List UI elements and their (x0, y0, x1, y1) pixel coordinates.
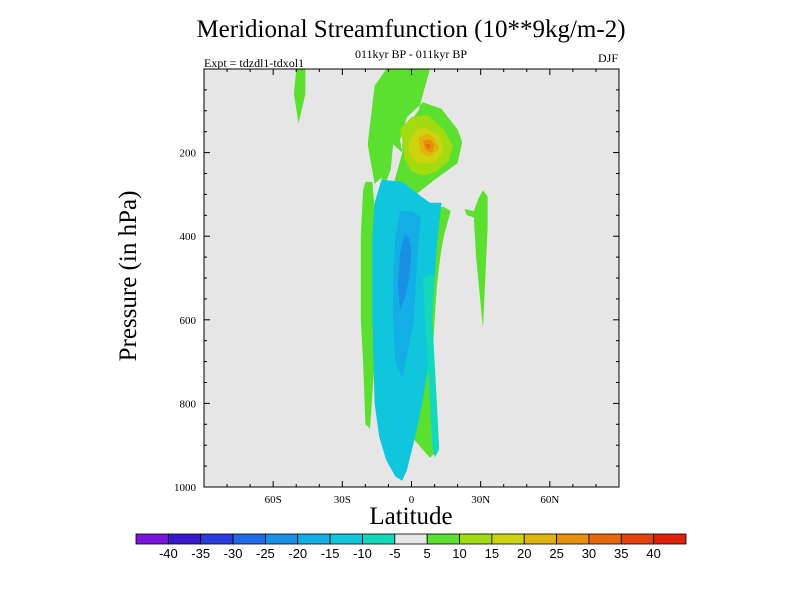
colorbar-label: -10 (353, 546, 372, 561)
y-tick-label: 800 (180, 398, 197, 410)
x-axis-label: Latitude (369, 503, 453, 530)
x-tick-label: 0 (409, 494, 415, 506)
colorbar-box (491, 533, 525, 545)
contour-fills (293, 69, 488, 481)
colorbar-box (200, 533, 234, 545)
colorbar-box (135, 533, 169, 545)
chart-title: Meridional Streamfunction (10**9kg/m-2) (196, 16, 626, 43)
contour-region-1 (293, 69, 306, 124)
colorbar-box (167, 533, 202, 545)
colorbar-box (556, 533, 590, 545)
x-tick-label: 60S (265, 494, 282, 506)
colorbar-label: -20 (288, 546, 307, 561)
chart-subtitle: 011kyr BP - 011kyr BP (354, 47, 467, 61)
colorbar-box (232, 533, 266, 545)
colorbar-box (426, 533, 460, 545)
colorbar-box (653, 533, 687, 545)
colorbar-label: 35 (614, 546, 628, 561)
colorbar-box (362, 533, 396, 545)
colorbar-box (329, 533, 363, 545)
colorbar-label: 20 (517, 546, 531, 561)
colorbar-label: -35 (191, 546, 210, 561)
season-label: DJF (598, 51, 619, 65)
colorbar-label: -40 (159, 546, 178, 561)
y-tick-label: 200 (180, 148, 197, 160)
colorbar-label: 30 (582, 546, 596, 561)
experiment-label: Expt = tdzdl1-tdxol1 (204, 56, 305, 70)
colorbar-label: 40 (646, 546, 660, 561)
colorbar-label: -25 (256, 546, 275, 561)
colorbar-label: 5 (424, 546, 431, 561)
x-tick-label: 60N (540, 494, 559, 506)
colorbar-label: -5 (389, 546, 401, 561)
x-tick-label: 30N (471, 494, 490, 506)
colorbar-box (394, 533, 428, 545)
colorbar: -40 -35 -30 -25 -20 -15 -10 -5 5 10 15 20 25 30 35 40 (135, 533, 687, 561)
colorbar-label: 10 (452, 546, 466, 561)
contour-region-3 (464, 190, 488, 329)
contour-region-12 (425, 144, 430, 149)
colorbar-label: -30 (224, 546, 243, 561)
colorbar-box (459, 533, 493, 545)
x-tick-label: 30S (334, 494, 351, 506)
colorbar-label: 15 (485, 546, 499, 561)
y-tick-label: 1000 (174, 482, 197, 494)
axes: 60S 30S 0 30N 60N 200 400 600 800 1000 (174, 68, 620, 506)
colorbar-box (265, 533, 299, 545)
contour-region-7 (397, 234, 412, 310)
colorbar-box (588, 533, 622, 545)
plot-area (204, 69, 619, 487)
colorbar-box (620, 533, 655, 545)
y-tick-label: 600 (180, 315, 197, 327)
colorbar-box (297, 533, 331, 545)
contour-region-5 (423, 273, 440, 458)
colorbar-label: 25 (549, 546, 563, 561)
colorbar-label: -15 (321, 546, 340, 561)
y-tick-label: 400 (180, 231, 197, 243)
colorbar-box (523, 533, 557, 545)
